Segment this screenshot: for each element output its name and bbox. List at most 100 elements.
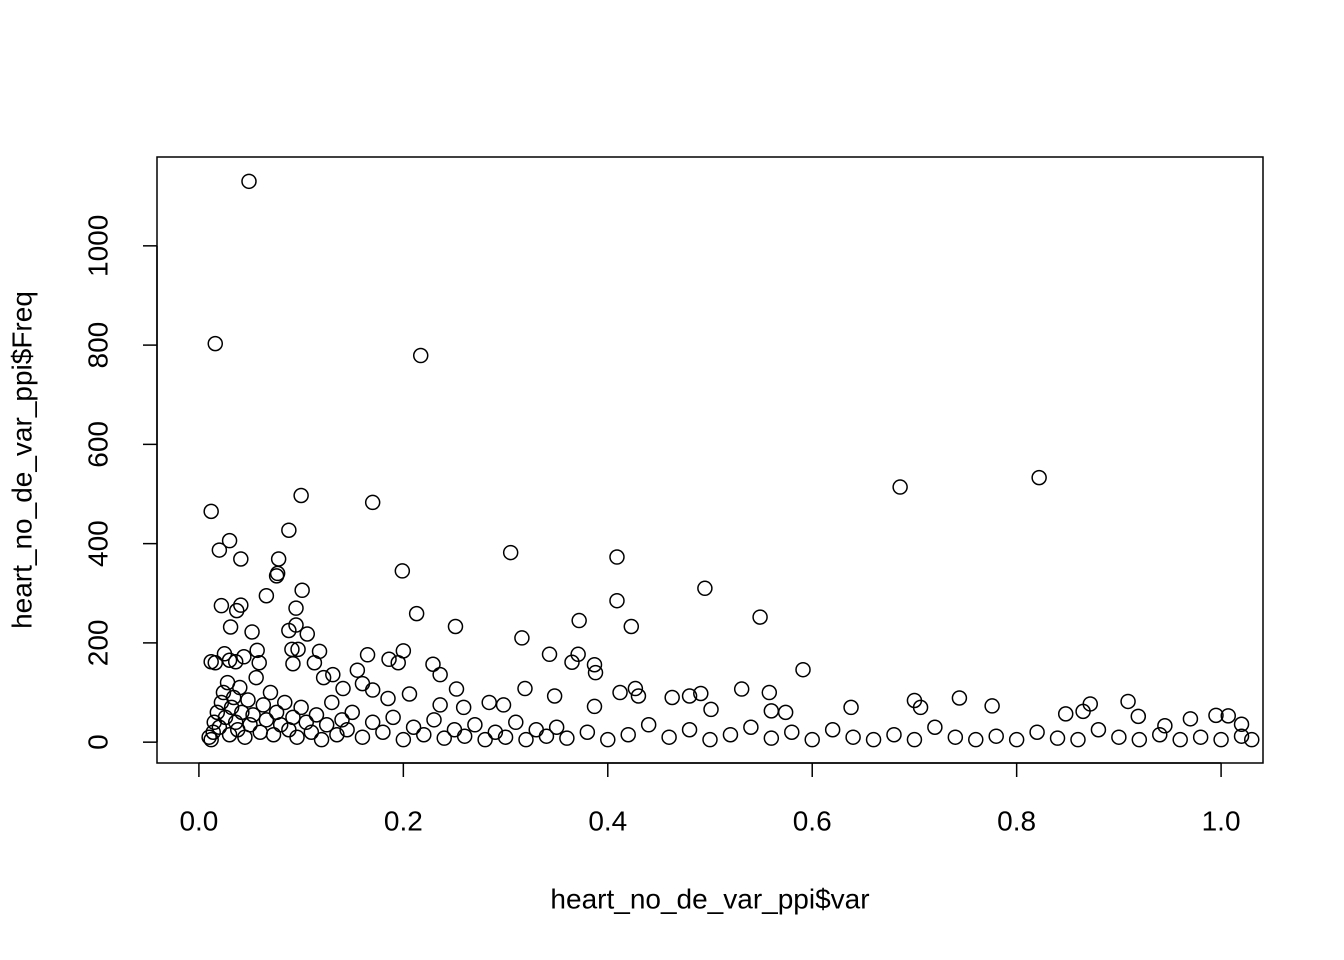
point: [623, 618, 640, 635]
point: [559, 730, 575, 746]
point: [233, 597, 249, 613]
y-tick-label: 0: [82, 734, 113, 750]
point: [248, 669, 264, 686]
point: [432, 697, 448, 713]
point: [702, 731, 718, 748]
point: [1111, 729, 1127, 745]
point: [502, 544, 519, 561]
point: [912, 699, 929, 716]
point: [988, 728, 1004, 744]
point: [203, 731, 219, 748]
point: [221, 532, 238, 549]
point: [211, 542, 228, 558]
point: [294, 582, 310, 599]
point: [272, 717, 289, 733]
x-tick-label: 0.8: [997, 805, 1036, 836]
point: [270, 551, 287, 567]
point: [600, 731, 616, 748]
point: [339, 721, 355, 738]
point: [546, 688, 563, 704]
point: [432, 666, 448, 683]
point: [408, 605, 425, 622]
point: [395, 731, 412, 748]
point: [1029, 724, 1045, 740]
point: [375, 724, 391, 740]
point: [743, 719, 759, 736]
point: [1130, 708, 1147, 725]
point: [381, 651, 397, 668]
point: [951, 690, 968, 706]
point: [240, 692, 256, 708]
point: [777, 704, 794, 721]
point: [763, 703, 780, 719]
point: [620, 726, 636, 743]
point: [203, 503, 219, 520]
point: [227, 654, 244, 670]
point: [1157, 718, 1173, 734]
point: [456, 728, 473, 744]
point: [795, 661, 811, 678]
point: [349, 662, 366, 678]
point: [258, 587, 275, 604]
point: [1031, 469, 1047, 486]
point: [233, 551, 249, 567]
point: [661, 729, 677, 745]
point: [293, 699, 309, 716]
point: [241, 173, 257, 190]
point: [947, 729, 964, 745]
point: [538, 728, 555, 744]
point: [1208, 707, 1224, 724]
x-tick-label: 0.2: [384, 805, 423, 836]
point: [436, 730, 452, 746]
y-tick-label: 200: [82, 620, 113, 667]
point: [477, 731, 493, 748]
point: [290, 641, 306, 658]
point: [285, 709, 301, 726]
point: [354, 729, 371, 745]
point: [497, 729, 514, 745]
point: [1220, 708, 1236, 724]
point: [733, 681, 750, 697]
point: [1192, 729, 1209, 745]
point: [1233, 728, 1250, 744]
point: [508, 714, 524, 731]
point: [425, 656, 441, 672]
point: [318, 717, 335, 733]
point: [288, 600, 304, 616]
point: [1075, 703, 1091, 720]
point: [285, 655, 301, 672]
y-tick-label: 1000: [82, 215, 113, 277]
point: [1182, 711, 1199, 727]
x-tick-label: 1.0: [1202, 805, 1241, 836]
point: [517, 680, 533, 697]
point: [1152, 726, 1168, 743]
point: [627, 680, 644, 697]
point: [845, 729, 861, 745]
point: [1090, 721, 1107, 738]
point: [364, 494, 381, 511]
point: [385, 709, 401, 726]
x-tick-label: 0.6: [793, 805, 832, 836]
point: [824, 721, 841, 738]
point: [412, 347, 429, 364]
point: [984, 698, 1000, 714]
point: [354, 675, 371, 692]
point: [394, 563, 411, 579]
point: [514, 630, 530, 646]
point: [1131, 731, 1148, 748]
point: [784, 724, 800, 740]
point: [329, 726, 345, 743]
point: [640, 717, 657, 733]
point: [325, 666, 341, 683]
point: [697, 580, 713, 597]
point: [390, 654, 406, 671]
point: [255, 697, 272, 713]
point: [722, 726, 739, 743]
point: [703, 701, 719, 718]
point: [228, 602, 245, 619]
point: [664, 689, 680, 706]
point: [865, 731, 882, 748]
point: [968, 731, 984, 748]
point: [334, 712, 350, 728]
